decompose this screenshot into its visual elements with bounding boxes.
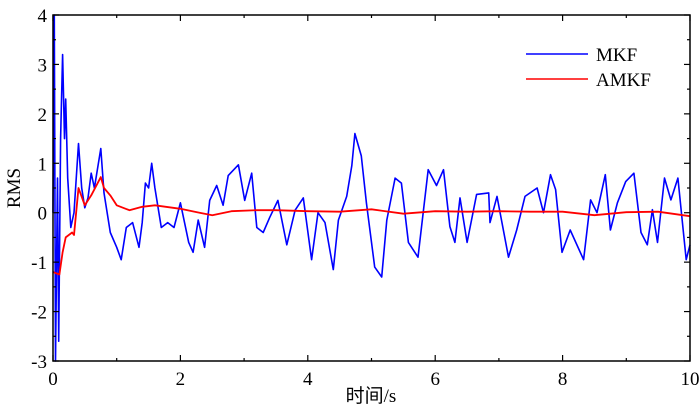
series-layer bbox=[52, 14, 691, 362]
series-line-amkf bbox=[52, 176, 691, 276]
y-tick-label: 4 bbox=[38, 6, 48, 27]
series-line-mkf bbox=[52, 14, 691, 362]
legend-label-mkf: MKF bbox=[596, 45, 637, 66]
axis-ticks: 0 2 4 6 8 10 -3 -2 -1 0 1 2 3 4 bbox=[31, 6, 699, 390]
y-tick-label: -3 bbox=[31, 352, 47, 373]
legend: MKF AMKF bbox=[526, 45, 651, 91]
y-tick-label: -2 bbox=[31, 303, 47, 324]
y-axis-label: RMS bbox=[4, 168, 25, 208]
x-tick-label: 6 bbox=[430, 369, 440, 390]
y-tick-label: 3 bbox=[38, 55, 48, 76]
y-tick-label: 2 bbox=[38, 105, 48, 126]
x-tick-label: 8 bbox=[558, 369, 568, 390]
x-tick-label: 4 bbox=[303, 369, 313, 390]
y-tick-label: 0 bbox=[38, 204, 48, 225]
x-tick-label: 0 bbox=[48, 369, 58, 390]
x-tick-label: 2 bbox=[176, 369, 186, 390]
x-tick-label: 10 bbox=[681, 369, 700, 390]
y-tick-label: -1 bbox=[31, 253, 47, 274]
y-tick-label: 1 bbox=[38, 154, 48, 175]
legend-label-amkf: AMKF bbox=[596, 70, 651, 91]
x-axis-label: 时间/s bbox=[346, 385, 397, 407]
